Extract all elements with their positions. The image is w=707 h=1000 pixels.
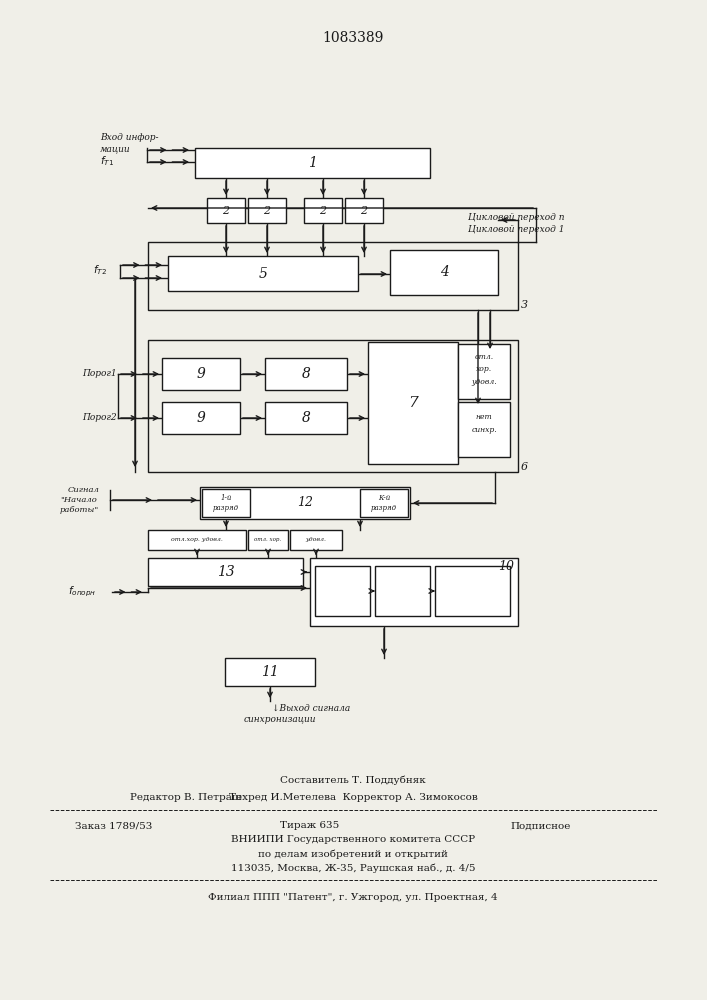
Text: 12: 12 — [297, 496, 313, 510]
Bar — [202, 489, 250, 517]
Text: мации: мации — [100, 144, 131, 153]
Bar — [265, 402, 347, 434]
Text: 2: 2 — [264, 206, 271, 216]
Text: 2: 2 — [223, 206, 230, 216]
Text: по делам изобретений и открытий: по делам изобретений и открытий — [258, 849, 448, 859]
Bar — [162, 402, 240, 434]
Text: Порог1: Порог1 — [82, 369, 117, 378]
Text: 3: 3 — [521, 300, 528, 310]
Text: 113035, Москва, Ж-35, Раушская наб., д. 4/5: 113035, Москва, Ж-35, Раушская наб., д. … — [230, 863, 475, 873]
Bar — [290, 530, 342, 550]
Text: 8: 8 — [302, 367, 310, 381]
Bar — [207, 198, 245, 223]
Text: $f_{T2}$: $f_{T2}$ — [93, 263, 107, 277]
Bar — [310, 558, 518, 626]
Text: 5: 5 — [259, 266, 267, 280]
Bar — [162, 358, 240, 390]
Text: Техред И.Метелева  Корректор А. Зимокосов: Техред И.Метелева Корректор А. Зимокосов — [228, 794, 477, 802]
Text: 1: 1 — [308, 156, 317, 170]
Text: Цикловой переход 1: Цикловой переход 1 — [468, 225, 564, 233]
Text: 9: 9 — [197, 367, 206, 381]
Bar — [435, 566, 510, 616]
Text: удовл.: удовл. — [305, 538, 327, 542]
Text: 9: 9 — [197, 411, 206, 425]
Text: Заказ 1789/53: Заказ 1789/53 — [75, 822, 153, 830]
Bar — [168, 256, 358, 291]
Bar — [225, 658, 315, 686]
Bar — [458, 344, 510, 399]
Text: $f_{T1}$: $f_{T1}$ — [100, 154, 114, 168]
Text: Тираж 635: Тираж 635 — [281, 822, 339, 830]
Bar — [148, 340, 518, 472]
Bar — [200, 487, 410, 519]
Text: К-й
разряд: К-й разряд — [371, 494, 397, 512]
Bar — [248, 198, 286, 223]
Bar — [148, 558, 303, 586]
Bar — [375, 566, 430, 616]
Text: Составитель Т. Поддубняк: Составитель Т. Поддубняк — [280, 775, 426, 785]
Bar — [390, 250, 498, 295]
Text: ↓Выход сигнала: ↓Выход сигнала — [272, 704, 350, 712]
Text: отл.хор. удовл.: отл.хор. удовл. — [171, 538, 223, 542]
Text: ВНИИПИ Государственного комитета СССР: ВНИИПИ Государственного комитета СССР — [231, 836, 475, 844]
Text: 11: 11 — [261, 665, 279, 679]
Text: Порог2: Порог2 — [82, 414, 117, 422]
Bar — [360, 489, 408, 517]
Text: Вход инфор-: Вход инфор- — [100, 133, 158, 142]
Text: хор.: хор. — [476, 365, 492, 373]
Bar — [148, 530, 246, 550]
Bar — [345, 198, 383, 223]
Bar — [368, 342, 458, 464]
Text: 6: 6 — [521, 462, 528, 472]
Text: 8: 8 — [302, 411, 310, 425]
Text: синхр.: синхр. — [471, 426, 497, 434]
Text: синхронизации: синхронизации — [244, 716, 316, 724]
Text: Цикловой переход n: Цикловой переход n — [468, 214, 564, 223]
Text: 7: 7 — [408, 396, 418, 410]
Text: нет: нет — [476, 413, 492, 421]
Text: 2: 2 — [361, 206, 368, 216]
Text: 13: 13 — [216, 565, 235, 579]
Text: 4: 4 — [440, 265, 448, 279]
Text: $f_{опорн}$: $f_{опорн}$ — [68, 585, 96, 599]
Text: 1-й
разряд: 1-й разряд — [213, 494, 239, 512]
Text: 2: 2 — [320, 206, 327, 216]
Bar — [315, 566, 370, 616]
Text: "Начало: "Начало — [60, 496, 97, 504]
Text: удовл.: удовл. — [471, 378, 497, 386]
Text: отл.: отл. — [474, 353, 493, 361]
Text: Филиал ППП "Патент", г. Ужгород, ул. Проектная, 4: Филиал ППП "Патент", г. Ужгород, ул. Про… — [208, 894, 498, 902]
Text: Подписное: Подписное — [510, 822, 571, 830]
Text: работы": работы" — [60, 506, 99, 514]
Bar — [265, 358, 347, 390]
Text: Сигнал: Сигнал — [68, 486, 100, 494]
Text: 10: 10 — [498, 560, 514, 572]
Bar — [195, 148, 430, 178]
Bar — [148, 242, 518, 310]
Text: 1083389: 1083389 — [322, 31, 384, 45]
Bar — [304, 198, 342, 223]
Bar — [248, 530, 288, 550]
Bar — [458, 402, 510, 457]
Text: Редактор В. Петраш: Редактор В. Петраш — [130, 794, 242, 802]
Text: отл. хор.: отл. хор. — [255, 538, 281, 542]
